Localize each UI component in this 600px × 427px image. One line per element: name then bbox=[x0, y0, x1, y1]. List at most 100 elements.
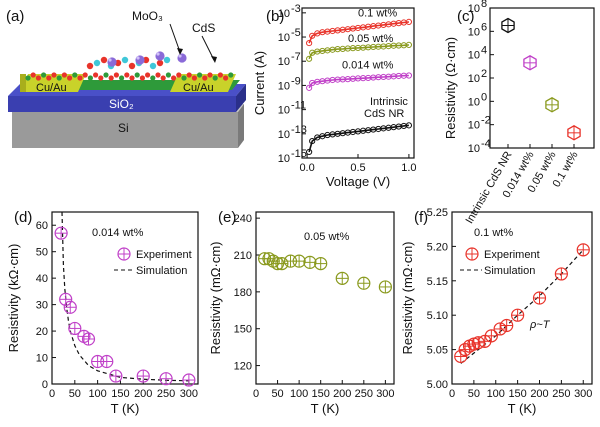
y-tick-label: 10 bbox=[278, 105, 290, 117]
atom bbox=[41, 72, 47, 78]
atom bbox=[129, 75, 135, 81]
y-tick-label: 5.00 bbox=[427, 379, 448, 391]
atom bbox=[142, 56, 150, 64]
x-tick-label: 0.0 bbox=[299, 162, 314, 174]
x-tick-label: 0.5 bbox=[350, 162, 365, 174]
data-point bbox=[306, 39, 313, 47]
panel-d-label: (d) bbox=[14, 209, 32, 226]
y-tick-exponent: -13 bbox=[291, 124, 307, 136]
electrode-left-label: Cu/Au bbox=[36, 82, 67, 94]
panel-f-label: (f) bbox=[414, 209, 428, 226]
y-tick-label: 40 bbox=[36, 273, 48, 285]
panel-c-label: (c) bbox=[457, 8, 475, 25]
atom bbox=[56, 75, 62, 81]
y-tick-exponent: 8 bbox=[481, 0, 487, 10]
atom bbox=[160, 75, 166, 81]
y-tick-exponent: 2 bbox=[481, 68, 487, 80]
atom bbox=[35, 75, 42, 81]
atom bbox=[149, 62, 157, 70]
sample-annotation: 0.014 wt% bbox=[92, 227, 144, 239]
atom bbox=[165, 72, 171, 78]
x-axis-label: T (K) bbox=[508, 401, 537, 416]
y-tick-label: 5.20 bbox=[427, 241, 448, 253]
y-tick-label: 10 bbox=[36, 353, 48, 365]
sample-annotation: 0.05 wt% bbox=[304, 231, 349, 243]
data-point bbox=[405, 72, 413, 79]
y-tick-label: 5.10 bbox=[427, 310, 448, 322]
data-point bbox=[309, 32, 316, 39]
y-tick-exponent: -7 bbox=[291, 51, 301, 63]
panel-e-frame bbox=[255, 211, 395, 385]
x-tick-label: 300 bbox=[574, 388, 592, 400]
panel-b-label: (b) bbox=[266, 8, 284, 25]
data-point bbox=[405, 122, 413, 129]
atom bbox=[128, 62, 136, 70]
y-tick-label: 5.05 bbox=[427, 345, 448, 357]
atom bbox=[186, 72, 192, 78]
y-tick-exponent: 6 bbox=[481, 21, 487, 33]
x-tick-label: 0 bbox=[449, 388, 455, 400]
y-tick-exponent: -5 bbox=[291, 27, 301, 39]
atom bbox=[171, 75, 177, 81]
x-tick-label: 200 bbox=[134, 388, 152, 400]
moo3-highlight bbox=[178, 54, 182, 58]
atom bbox=[30, 72, 36, 78]
y-tick-label: 30 bbox=[36, 300, 48, 312]
legend-experiment: Experiment bbox=[136, 249, 192, 261]
y-tick-label: 10 bbox=[278, 80, 290, 92]
x-tick-label: 1.0 bbox=[401, 162, 416, 174]
atom bbox=[108, 75, 114, 81]
data-point bbox=[306, 84, 313, 91]
atom bbox=[100, 56, 108, 64]
atom bbox=[103, 72, 109, 78]
x-axis-label: T (K) bbox=[311, 401, 340, 416]
atom bbox=[139, 75, 145, 81]
y-axis-label: Resistivity (Ω·cm) bbox=[443, 37, 458, 139]
y-tick-exponent: 0 bbox=[481, 91, 487, 103]
y-tick-label: 10 bbox=[468, 3, 480, 15]
panel-a-label: (a) bbox=[6, 8, 24, 25]
atom bbox=[134, 72, 140, 78]
atom bbox=[72, 72, 78, 78]
y-tick-exponent: -15 bbox=[291, 148, 307, 160]
y-tick-label: 20 bbox=[36, 326, 48, 338]
y-tick-label: 180 bbox=[234, 287, 252, 299]
atom bbox=[207, 72, 213, 78]
annotation-0.1: 0.1 wt% bbox=[358, 7, 397, 19]
x-tick-label: 50 bbox=[271, 388, 283, 400]
atom bbox=[113, 72, 119, 78]
x-tick-label: 100 bbox=[487, 388, 505, 400]
x-tick-label: 100 bbox=[290, 388, 308, 400]
sio2-label: SiO₂ bbox=[109, 97, 134, 111]
data-point bbox=[405, 18, 413, 26]
x-tick-label: 50 bbox=[468, 388, 480, 400]
y-tick-label: 5.25 bbox=[427, 207, 448, 219]
series-line bbox=[308, 74, 409, 89]
panel-f-frame bbox=[451, 211, 593, 385]
cds-arrowhead bbox=[211, 56, 217, 63]
y-tick-label: 5.15 bbox=[427, 276, 448, 288]
annotation-0.014: 0.014 wt% bbox=[342, 59, 394, 71]
y-tick-label: 60 bbox=[36, 220, 48, 232]
y-tick-exponent: -2 bbox=[481, 115, 491, 127]
panel-d-frame bbox=[51, 211, 199, 385]
x-axis-label: T (K) bbox=[111, 401, 140, 416]
atom bbox=[25, 75, 31, 81]
moo3-cluster bbox=[155, 51, 165, 61]
si-side-face bbox=[238, 104, 244, 148]
atom bbox=[119, 75, 125, 81]
moo3-label: MoO₃ bbox=[132, 9, 163, 23]
y-tick-exponent: -9 bbox=[291, 75, 301, 87]
moo3-highlight bbox=[108, 58, 112, 62]
atom bbox=[86, 62, 94, 70]
cds-label: CdS bbox=[192, 21, 215, 35]
legend-experiment: Experiment bbox=[484, 249, 540, 261]
y-tick-exponent: -11 bbox=[291, 100, 306, 112]
moo3-arrowhead bbox=[177, 48, 183, 55]
y-tick-label: 240 bbox=[234, 213, 252, 225]
cds-arrow bbox=[201, 35, 215, 61]
simulation-curve bbox=[61, 211, 189, 382]
data-point bbox=[405, 41, 413, 48]
atom bbox=[150, 75, 156, 81]
